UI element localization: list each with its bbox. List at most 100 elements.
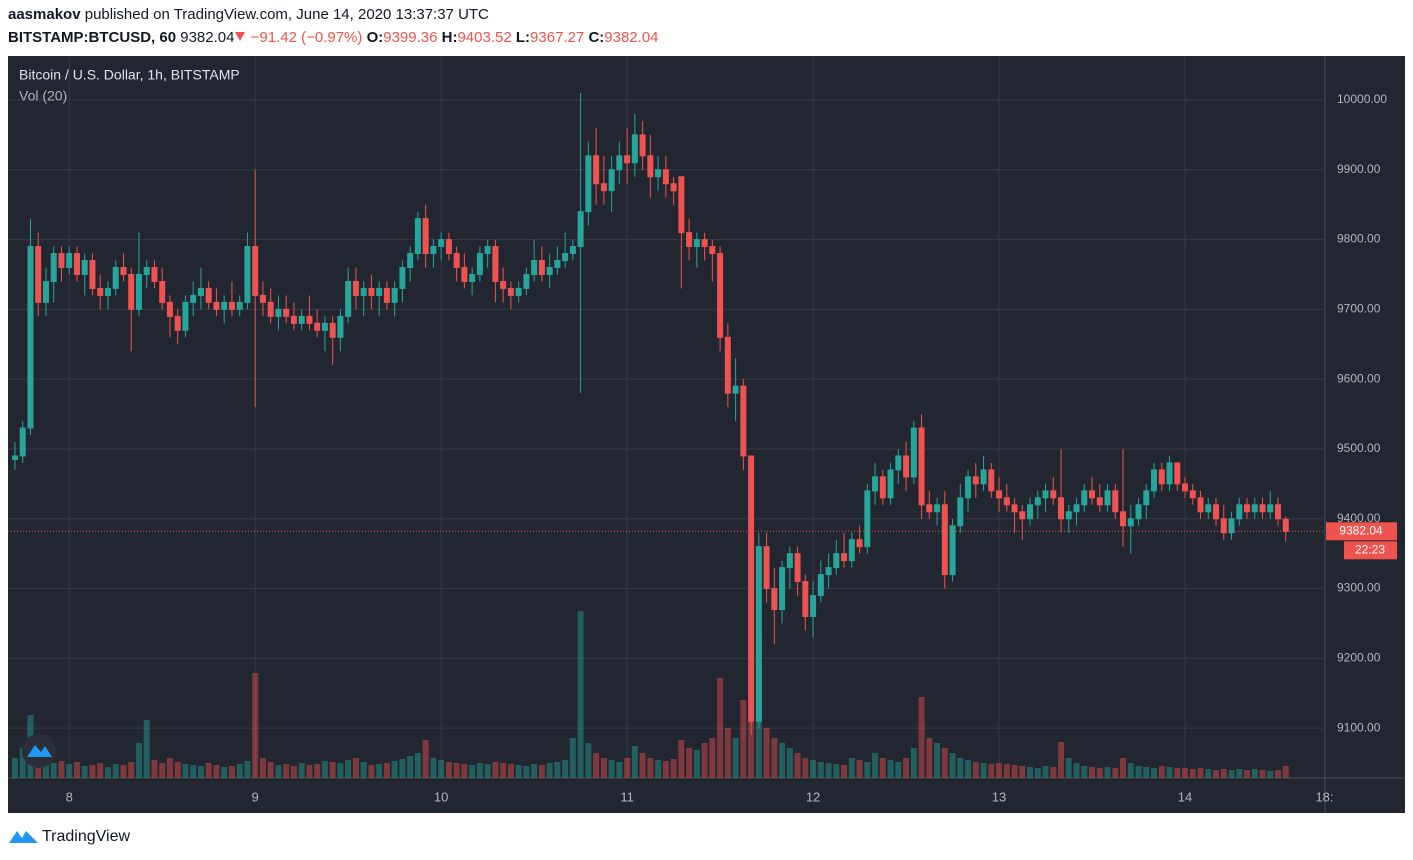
symbol-line: BITSTAMP:BTCUSD, 60 9382.04 −91.42 (−0.9… [8,29,659,46]
candle-body [159,280,166,303]
candle-body [1073,504,1080,513]
volume-bar [934,743,941,778]
candle-body [1251,504,1258,513]
volume-bar [678,740,685,778]
volume-bar [73,762,80,778]
volume-bar [1174,768,1181,778]
volume-bar [1274,770,1281,778]
volume-bar [810,760,817,778]
symbol: BITSTAMP:BTCUSD, 60 [8,29,177,46]
volume-bar [50,763,57,778]
volume-bar [352,758,359,778]
candle-body [228,301,235,310]
candle-body [755,546,762,722]
volume-bar [515,765,522,778]
volume-bar [988,764,995,778]
candle-body [810,595,817,617]
high-value: 9403.52 [457,29,512,46]
candle-body [941,504,948,576]
volume-bar [972,762,979,778]
candle-body [833,553,840,569]
volume-bar [841,765,848,778]
volume-bar [1027,767,1034,778]
volume-bar [655,760,662,778]
candle-body [1228,518,1235,534]
volume-bar [484,764,491,778]
candle-body [1267,504,1274,513]
volume-bar [1166,767,1173,778]
last-price-label: 9382.04 [1339,523,1383,537]
volume-bar [321,761,328,778]
volume-bar [647,758,654,778]
candle-body [329,322,336,338]
volume-bar [376,764,383,778]
candle-body [27,246,34,429]
volume-bar [190,765,197,778]
candle-body [1127,518,1134,527]
volume-bar [864,762,871,778]
candle-body [360,287,367,296]
candle-body [988,469,995,492]
x-tick-label: 18: [1315,789,1333,804]
y-tick-label: 9500.00 [1337,441,1381,455]
volume-bar [1267,771,1274,778]
candle-body [1096,497,1103,506]
volume-bar [1151,768,1158,778]
candle-body [205,287,212,303]
volume-bar [252,673,259,778]
volume-bar [11,758,18,778]
candle-body [42,280,49,303]
candle-body [221,301,228,310]
candle-body [345,280,352,317]
candle-body [1081,490,1088,506]
candle-body [407,253,414,268]
y-tick-label: 10000.00 [1337,92,1387,106]
candle-body [1019,511,1026,520]
candle-body [290,315,297,324]
volume-bar [949,753,956,778]
volume-bar [918,697,925,778]
candle-body [1011,504,1018,513]
candle-body [879,476,886,499]
y-tick-label: 9200.00 [1337,651,1381,665]
candle-body [748,455,755,722]
candle-body [701,239,708,248]
volume-bar [42,760,49,778]
candle-body [35,246,42,303]
volume-bar [523,766,530,778]
volume-bar [236,764,243,778]
volume-bar [802,758,809,778]
candle-body [66,253,73,268]
candle-body [81,260,88,275]
candle-body [662,169,669,185]
volume-bar [81,766,88,778]
candle-body [236,301,243,310]
candle-body [1003,497,1010,506]
candle-body [786,553,793,569]
y-tick-label: 9300.00 [1337,581,1381,595]
candle-body [469,273,476,282]
candle-body [732,385,739,394]
volume-bar [562,760,569,778]
candle-body [453,253,460,268]
volume-bar [1213,770,1220,778]
candle-body [562,253,569,262]
candle-body [817,574,824,597]
candle-body [934,504,941,513]
volume-bar [182,764,189,778]
candle-body [515,287,522,296]
candle-body [1042,490,1049,499]
candle-body [1065,511,1072,520]
low-value: 9367.27 [530,29,585,46]
candle-body [926,504,933,513]
volume-bar [337,763,344,778]
indicator-label: Vol (20) [19,88,67,104]
volume-bar [213,765,220,778]
candle-body [848,539,855,562]
candle-body [1166,462,1173,485]
candle-body [872,476,879,492]
volume-bar [1011,765,1018,778]
volume-bar [779,743,786,778]
